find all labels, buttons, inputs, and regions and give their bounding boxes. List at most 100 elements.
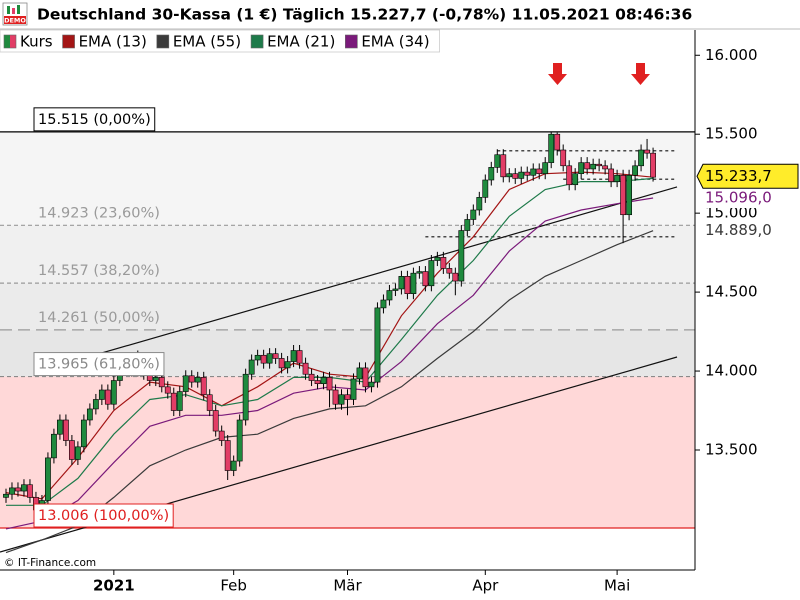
candle-body <box>434 257 441 261</box>
x-tick-label: Mär <box>333 577 362 595</box>
plot-area: 15.515 (0,00%) 14.923 (23,60%) 14.557 (38,… <box>0 107 695 554</box>
candle-body <box>21 484 27 492</box>
candle-body <box>266 353 273 364</box>
candle-body <box>80 419 87 448</box>
legend-swatch-frame <box>250 34 264 49</box>
y-tick-label: 15.000 <box>705 204 758 222</box>
legend-label: EMA (13) <box>79 33 147 51</box>
candle-body <box>326 377 333 391</box>
candle-body <box>302 362 309 375</box>
chart-title: Deutschland 30-Kassa (1 €) Täglich 15.22… <box>37 6 692 24</box>
y-tick-label: 15.500 <box>705 125 758 143</box>
source-note: © IT-Finance.com <box>4 557 96 569</box>
trendline <box>35 186 678 373</box>
fib-label-text: 13.965 (61,80%) <box>38 357 160 373</box>
fib-label-text: 13.006 (100,00%) <box>38 508 169 524</box>
y-tick-label: 13.500 <box>705 441 758 459</box>
candle-body <box>236 419 243 462</box>
candle-body <box>506 173 513 178</box>
candle-body <box>632 165 638 176</box>
price-label-box <box>696 163 799 189</box>
legend-swatch <box>345 35 358 48</box>
candle-body <box>68 440 75 460</box>
candle-body <box>488 167 495 181</box>
price-label-text: 15.233,7 <box>705 167 772 185</box>
y-tick-label: 14.500 <box>705 283 758 301</box>
candle-body <box>272 353 279 359</box>
candle-body <box>218 430 225 441</box>
candle-body <box>596 163 603 167</box>
ema-value-label-box <box>701 220 781 241</box>
fib-label-text: 14.557 (38,20%) <box>38 263 160 279</box>
candle-body <box>254 354 261 361</box>
candle-body <box>338 394 345 405</box>
candle-body <box>410 272 417 294</box>
ema-value-label: 15.096,0 <box>701 188 781 208</box>
x-tick-label: Apr <box>472 577 499 595</box>
candle-body <box>542 162 549 174</box>
candle-body <box>590 163 597 170</box>
logo-bar <box>12 8 15 14</box>
fib-label: 14.261 (50,00%) <box>38 310 160 326</box>
candle-body <box>392 288 399 291</box>
legend-background <box>0 29 440 53</box>
candle-body <box>428 260 435 287</box>
candle-body <box>296 350 303 364</box>
fib-label-box <box>33 107 156 132</box>
candle-body <box>206 394 213 411</box>
candle-body <box>368 381 375 388</box>
signal-arrow <box>548 63 567 85</box>
ema-line <box>5 230 654 554</box>
candle-body <box>9 487 15 495</box>
candle-body <box>314 380 321 384</box>
fib-label-box <box>33 352 165 377</box>
candle-body <box>182 375 189 392</box>
legend-swatch-frame <box>156 34 170 49</box>
x-tick-label: Mai <box>604 577 630 595</box>
candle-body <box>284 361 291 369</box>
fib-band <box>0 283 695 330</box>
candle-body <box>176 391 183 411</box>
candle-body <box>332 389 339 405</box>
candle-body <box>512 173 519 179</box>
candle-body <box>212 410 219 432</box>
candle-body <box>560 149 567 167</box>
fib-label-text: 15.515 (0,00%) <box>38 112 151 128</box>
candle-body <box>104 389 111 405</box>
logo: DEMO <box>2 2 28 26</box>
candle-body <box>644 149 650 154</box>
candle-body <box>356 367 363 380</box>
candle-body <box>374 307 381 383</box>
candle-body <box>260 354 267 364</box>
legend-label: EMA (21) <box>267 33 335 51</box>
candle-body <box>45 457 51 501</box>
candle-body <box>416 271 423 274</box>
candle-body <box>15 487 21 492</box>
candle-body <box>470 209 477 220</box>
candle-body <box>170 392 177 411</box>
ema-value-label: 14.889,0 <box>701 220 781 241</box>
candle-body <box>476 197 483 211</box>
candle-body <box>554 133 561 151</box>
candle-body <box>530 168 537 176</box>
fib-label: 13.006 (100,00%) <box>33 503 174 528</box>
logo-text: DEMO <box>4 17 26 25</box>
candle-body <box>27 484 33 498</box>
candle-body <box>290 350 297 362</box>
candle-body <box>602 165 609 170</box>
candle-body <box>63 419 69 441</box>
candle-body <box>350 378 357 400</box>
y-tick-label: 14.000 <box>705 362 758 380</box>
candle-body <box>398 276 405 290</box>
candle-body <box>224 440 231 471</box>
candle-body <box>494 154 501 168</box>
candle-body <box>446 268 453 274</box>
fib-label-box <box>33 503 174 528</box>
candle-body <box>51 433 57 459</box>
logo-band <box>4 16 26 24</box>
signal-arrow <box>631 63 650 85</box>
candle-body <box>200 377 207 396</box>
candle-body <box>518 171 525 179</box>
fib-label: 14.557 (38,20%) <box>38 263 160 279</box>
